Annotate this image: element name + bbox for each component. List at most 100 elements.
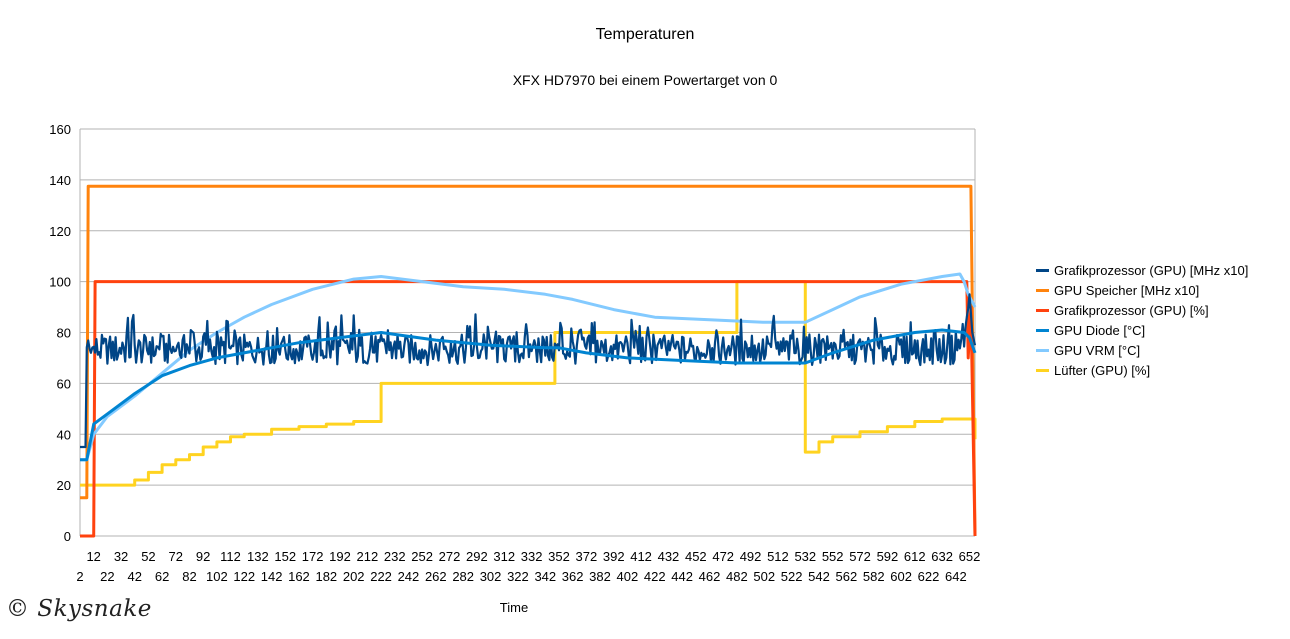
legend-label: Grafikprozessor (GPU) [MHz x10] — [1054, 262, 1249, 278]
legend-swatch — [1036, 288, 1049, 292]
x-tick-label: 182 — [315, 569, 337, 584]
x-tick-label: 52 — [141, 549, 155, 564]
y-tick-label: 120 — [49, 224, 71, 239]
y-tick-label: 60 — [57, 376, 71, 391]
y-tick-label: 40 — [57, 427, 71, 442]
y-tick-label: 20 — [57, 478, 71, 493]
series-line — [80, 328, 977, 462]
x-tick-label: 462 — [699, 569, 721, 584]
x-tick-label: 442 — [671, 569, 693, 584]
x-tick-label: 352 — [548, 549, 570, 564]
x-tick-label: 192 — [329, 549, 351, 564]
x-tick-label: 82 — [182, 569, 196, 584]
x-tick-label: 322 — [507, 569, 529, 584]
legend-item: Grafikprozessor (GPU) [MHz x10] — [1036, 260, 1248, 280]
legend-swatch — [1036, 308, 1049, 312]
legend-label: GPU Speicher [MHz x10] — [1054, 282, 1200, 298]
x-tick-label: 72 — [169, 549, 183, 564]
x-tick-label: 222 — [370, 569, 392, 584]
x-tick-label: 262 — [425, 569, 447, 584]
legend-label: Grafikprozessor (GPU) [%] — [1054, 302, 1209, 318]
x-tick-label: 412 — [630, 549, 652, 564]
x-tick-label: 162 — [288, 569, 310, 584]
x-tick-label: 622 — [918, 569, 940, 584]
x-tick-label: 532 — [794, 549, 816, 564]
legend-label: GPU VRM [°C] — [1054, 342, 1141, 358]
chart-subtitle: XFX HD7970 bei einem Powertarget von 0 — [512, 72, 778, 88]
x-tick-label: 512 — [767, 549, 789, 564]
series-line — [80, 184, 977, 537]
legend-swatch — [1036, 368, 1049, 372]
y-tick-label: 80 — [57, 326, 71, 341]
x-tick-label: 632 — [931, 549, 953, 564]
x-tick-label: 302 — [480, 569, 502, 584]
x-tick-label: 312 — [493, 549, 515, 564]
x-tick-label: 492 — [740, 549, 762, 564]
x-tick-label: 2 — [76, 569, 83, 584]
x-tick-label: 402 — [617, 569, 639, 584]
x-tick-label: 152 — [274, 549, 296, 564]
x-tick-label: 32 — [114, 549, 128, 564]
x-tick-label: 642 — [945, 569, 967, 584]
x-tick-label: 132 — [247, 549, 269, 564]
x-tick-label: 92 — [196, 549, 210, 564]
legend-item: Grafikprozessor (GPU) [%] — [1036, 300, 1248, 320]
x-tick-label: 62 — [155, 569, 169, 584]
x-tick-label: 112 — [220, 549, 241, 564]
x-tick-label: 252 — [411, 549, 433, 564]
x-tick-label: 482 — [726, 569, 748, 584]
legend-swatch — [1036, 348, 1049, 352]
x-tick-label: 472 — [712, 549, 734, 564]
x-tick-label: 372 — [575, 549, 597, 564]
x-tick-label: 592 — [877, 549, 899, 564]
legend-item: GPU VRM [°C] — [1036, 340, 1248, 360]
x-tick-label: 452 — [685, 549, 707, 564]
x-tick-label: 12 — [86, 549, 100, 564]
x-tick-label: 332 — [521, 549, 543, 564]
series-line — [80, 280, 977, 538]
x-tick-label: 122 — [233, 569, 255, 584]
x-tick-label: 652 — [959, 549, 981, 564]
legend-label: Lüfter (GPU) [%] — [1054, 362, 1151, 378]
y-tick-label: 140 — [49, 173, 71, 188]
x-tick-label: 422 — [644, 569, 666, 584]
x-tick-label: 142 — [261, 569, 283, 584]
y-tick-label: 160 — [49, 122, 71, 137]
x-tick-label: 282 — [452, 569, 474, 584]
x-tick-label: 202 — [343, 569, 365, 584]
x-tick-label: 342 — [534, 569, 556, 584]
legend-label: GPU Diode [°C] — [1054, 322, 1146, 338]
x-tick-label: 22 — [100, 569, 114, 584]
series-line — [80, 280, 977, 487]
x-tick-label: 362 — [562, 569, 584, 584]
x-tick-label: 432 — [658, 549, 680, 564]
chart-title: Temperaturen — [595, 26, 695, 43]
x-tick-label: 392 — [603, 549, 625, 564]
series-line — [80, 272, 977, 462]
series-line — [80, 293, 977, 449]
x-tick-label: 382 — [589, 569, 611, 584]
x-tick-label: 602 — [890, 569, 912, 584]
legend-item: GPU Speicher [MHz x10] — [1036, 280, 1248, 300]
watermark-logo: © Skysnake — [6, 596, 152, 622]
x-tick-label: 522 — [781, 569, 803, 584]
x-tick-label: 212 — [357, 549, 379, 564]
x-tick-label: 582 — [863, 569, 885, 584]
x-tick-label: 232 — [384, 549, 406, 564]
x-tick-label: 242 — [398, 569, 420, 584]
legend-item: Lüfter (GPU) [%] — [1036, 360, 1248, 380]
x-tick-label: 552 — [822, 549, 844, 564]
y-tick-label: 0 — [64, 529, 71, 544]
x-tick-label: 542 — [808, 569, 830, 584]
x-tick-label: 172 — [302, 549, 324, 564]
x-tick-label: 572 — [849, 549, 871, 564]
legend-item: GPU Diode [°C] — [1036, 320, 1248, 340]
legend-swatch — [1036, 328, 1049, 332]
x-tick-label: 292 — [466, 549, 488, 564]
x-tick-label: 502 — [753, 569, 775, 584]
legend: Grafikprozessor (GPU) [MHz x10] GPU Spei… — [1036, 260, 1248, 380]
legend-swatch — [1036, 268, 1049, 272]
y-tick-label: 100 — [49, 275, 71, 290]
x-tick-label: 562 — [836, 569, 858, 584]
